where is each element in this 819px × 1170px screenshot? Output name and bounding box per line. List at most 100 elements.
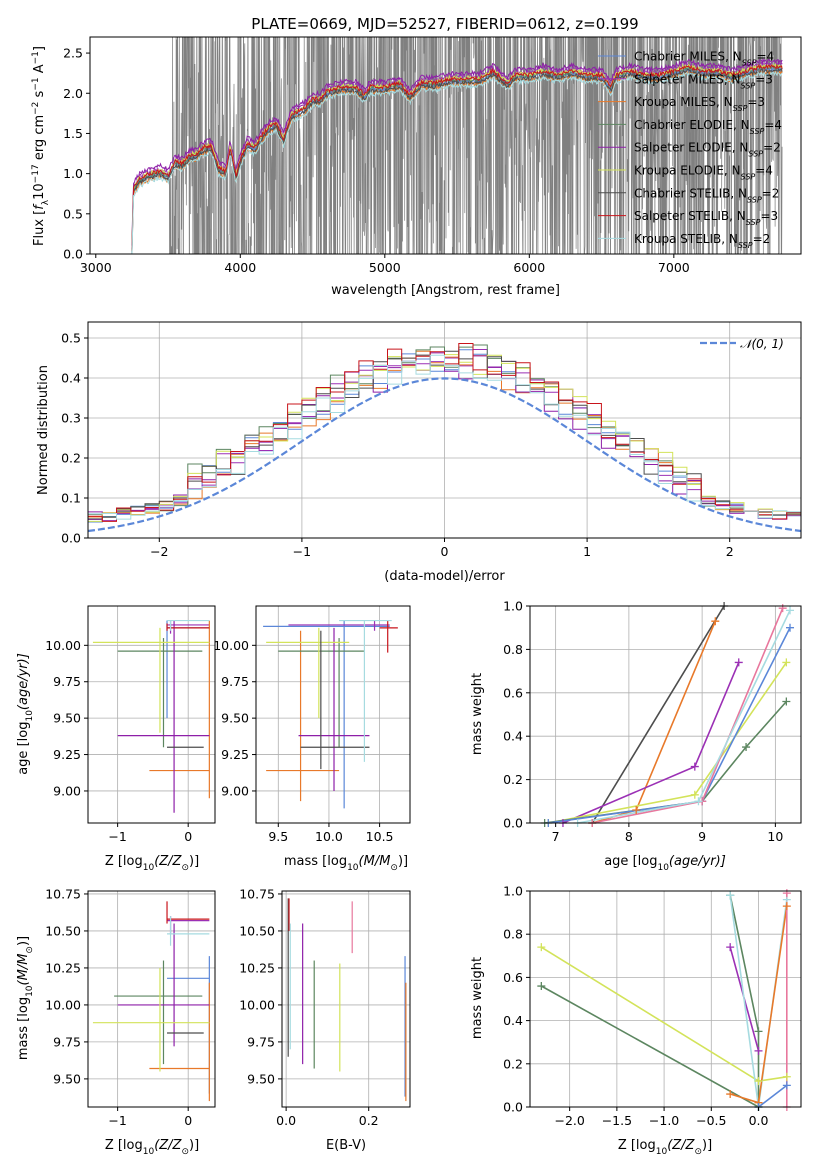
y-tick-label: 0.6 <box>503 970 523 985</box>
x-tick-label: 8 <box>625 829 633 844</box>
data-point-marker <box>690 790 699 799</box>
legend-label: Chabrier STELIB, NSSP=2 <box>634 186 779 204</box>
y-axis-label: mass weight <box>470 673 485 755</box>
spectrum-model-line <box>131 63 783 251</box>
data-point-marker <box>782 658 791 667</box>
massweight-vs-age-panel: 7 8 9 10 0.0 0.2 0.4 0.6 0.8 1.0 age [log10(age/yr… <box>470 599 802 873</box>
series-line <box>758 1084 788 1107</box>
legend-label: Kroupa ELODIE, NSSP=4 <box>634 164 773 182</box>
gaussian-reference-line <box>88 377 801 533</box>
y-tick-label: 0.0 <box>61 531 81 546</box>
x-tick-label: 9.5 <box>268 829 288 844</box>
age-vs-mass-panel: 9.5 10.0 10.5 9.00 9.25 9.50 9.75 10.00 mass [lo… <box>213 605 411 873</box>
y-tick-label: 0.8 <box>503 927 523 942</box>
series-line <box>548 627 791 823</box>
data-point-marker <box>690 762 699 771</box>
legend-label: Salpeter ELODIE, NSSP=2 <box>634 141 781 159</box>
y-tick-label: 1.0 <box>63 166 83 181</box>
plot-frame <box>281 890 411 1108</box>
y-tick-label: 9.75 <box>53 674 81 689</box>
series-line <box>544 700 787 823</box>
mass-vs-extinction-panel: 0.0 0.2 9.50 9.75 10.00 10.25 10.50 10.75 E(B-V) <box>239 886 411 1153</box>
y-tick-label: 1.0 <box>503 599 523 614</box>
y-tick-label: 0.3 <box>61 411 81 426</box>
legend-label: Kroupa STELIB, NSSP=2 <box>634 232 770 250</box>
plot-area <box>92 901 210 1102</box>
y-tick-label: 0.1 <box>61 491 81 506</box>
x-tick-label: 7000 <box>658 260 690 275</box>
x-axis-label: mass [log10(M/M⊙)] <box>284 854 408 873</box>
y-tick-label: 0.2 <box>61 451 81 466</box>
data-point-marker <box>786 606 795 615</box>
x-axis-label: wavelength [Angstrom, rest frame] <box>331 283 560 298</box>
y-tick-label: 10.75 <box>239 886 275 901</box>
y-tick-label: 9.75 <box>247 1034 275 1049</box>
data-point-marker <box>782 1072 791 1081</box>
legend-label: Salpeter MILES, NSSP=3 <box>634 72 773 90</box>
y-tick-label: 0.6 <box>503 685 523 700</box>
x-tick-label: 3000 <box>80 260 112 275</box>
y-tick-label: 0.4 <box>61 371 81 386</box>
y-tick-label: 0.4 <box>503 1013 523 1028</box>
data-point-marker <box>711 617 720 626</box>
x-tick-label: −1.0 <box>649 1113 679 1128</box>
y-tick-label: 9.25 <box>221 747 249 762</box>
x-axis-label: Z [log10(Z/Z⊙)] <box>618 1138 712 1157</box>
x-tick-label: 0.0 <box>749 1113 769 1128</box>
series-line <box>577 609 791 823</box>
y-tick-label: 10.00 <box>213 638 249 653</box>
plot-area <box>88 343 801 533</box>
y-tick-label: 10.00 <box>45 997 81 1012</box>
plot-area <box>131 37 783 254</box>
data-point-marker <box>734 658 743 667</box>
data-point-marker <box>778 604 787 613</box>
legend-label: Salpeter STELIB, NSSP=3 <box>634 209 778 227</box>
legend-label: 𝒩(0, 1) <box>740 337 784 351</box>
y-tick-label: 2.0 <box>63 86 83 101</box>
data-point-marker <box>537 982 546 991</box>
x-tick-label: 10.0 <box>315 829 343 844</box>
y-tick-label: 9.50 <box>247 1071 275 1086</box>
data-point-marker <box>726 891 735 900</box>
x-tick-label: −0.5 <box>696 1113 726 1128</box>
data-point-marker <box>782 1081 791 1090</box>
x-tick-label: 5000 <box>369 260 401 275</box>
plot-area <box>287 898 407 1102</box>
y-tick-label: 9.75 <box>221 674 249 689</box>
plot-frame <box>529 890 802 1108</box>
spectrum-model-line <box>131 57 783 246</box>
x-axis-label: Z [log10(Z/Z⊙)] <box>105 854 199 873</box>
spectrum-panel: 3000 4000 5000 6000 7000 0.0 0.5 1.0 1.5 2.0 2.5 wa… <box>31 36 802 298</box>
data-point-marker <box>726 943 735 952</box>
x-axis-label: age [log10(age/yr)] <box>604 854 726 873</box>
y-tick-label: 9.50 <box>53 1071 81 1086</box>
plot-frame <box>255 605 411 824</box>
y-tick-label: 10.50 <box>239 923 275 938</box>
data-point-marker <box>754 1046 763 1055</box>
x-tick-label: 9 <box>698 829 706 844</box>
x-tick-label: 10 <box>767 829 783 844</box>
plot-area <box>263 619 398 809</box>
x-tick-label: 0.2 <box>359 1113 379 1128</box>
data-point-marker <box>537 943 546 952</box>
y-tick-label: 10.75 <box>45 886 81 901</box>
y-tick-label: 0.2 <box>503 1056 523 1071</box>
series-line <box>591 606 725 823</box>
data-point-marker <box>782 889 791 898</box>
y-tick-label: 1.5 <box>63 126 83 141</box>
x-tick-label: −2 <box>150 544 168 559</box>
data-point-marker <box>742 743 751 752</box>
x-tick-label: 4000 <box>224 260 256 275</box>
x-tick-label: 10.5 <box>366 829 394 844</box>
x-tick-label: 0 <box>441 544 449 559</box>
y-tick-label: 1.0 <box>503 884 523 899</box>
data-point-marker <box>754 1027 763 1036</box>
x-tick-label: 0 <box>184 829 192 844</box>
age-vs-metallicity-panel: −1 0 9.00 9.25 9.50 9.75 10.00 Z [log10(Z/Z⊙)] a… <box>16 605 216 873</box>
y-tick-label: 9.50 <box>221 711 249 726</box>
x-axis-label: Z [log10(Z/Z⊙)] <box>105 1138 199 1157</box>
y-axis-label: mass [log10(M/M⊙)] <box>16 936 35 1060</box>
series-line <box>540 985 759 1107</box>
y-tick-label: 0.5 <box>61 331 81 346</box>
